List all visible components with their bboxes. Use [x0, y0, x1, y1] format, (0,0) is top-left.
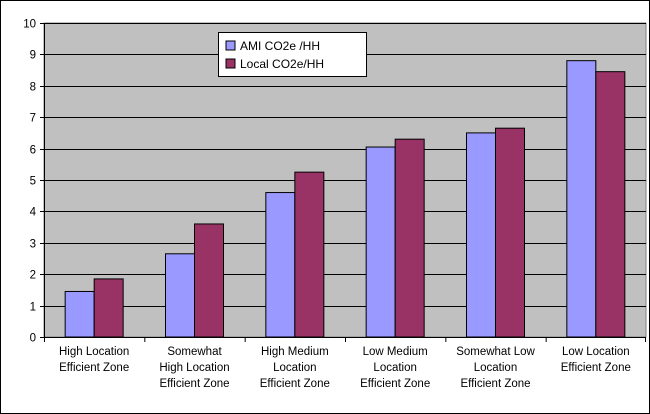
bar-ami [64, 290, 95, 338]
bar-local [595, 71, 626, 338]
bar-local [194, 223, 224, 338]
x-category-label: Low Medium Location Efficient Zone [360, 346, 430, 390]
bar-local [394, 138, 425, 338]
y-tick-label: 7 [30, 113, 36, 125]
bar-ami [466, 132, 496, 338]
legend-box [218, 32, 367, 77]
legend-swatch [225, 40, 236, 51]
legend: AMI CO2e /HH Local CO2e/HH [218, 32, 367, 77]
y-tick-label: 5 [30, 176, 36, 188]
bar-ami [165, 253, 195, 338]
bar-local [294, 171, 325, 338]
y-tick-label: 1 [30, 302, 36, 314]
x-category-label: Low Location Efficient Zone [561, 346, 631, 374]
x-category-label: Somewhat High Location Efficient Zone [159, 346, 229, 390]
bar-local [495, 127, 525, 338]
gridlines [44, 23, 646, 307]
legend-swatch [225, 58, 236, 69]
legend-label: Local CO2e/HH [240, 57, 324, 71]
y-tick-label: 8 [30, 82, 36, 94]
y-tick-label: 4 [30, 207, 37, 219]
legend-label: AMI CO2e /HH [240, 39, 320, 53]
x-category-label: High Location Efficient Zone [59, 346, 129, 374]
y-tick-label: 6 [30, 145, 36, 157]
y-tick-label: 3 [30, 239, 36, 251]
x-category-label: High Medium Location Efficient Zone [260, 346, 330, 390]
y-tick-labels: 0 1 2 3 4 5 6 7 8 9 10 [23, 19, 44, 345]
x-category-labels: High Location Efficient Zone Somewhat High … [44, 337, 646, 390]
y-tick-label: 9 [30, 50, 36, 62]
bar-ami [566, 60, 597, 338]
y-tick-label: 10 [23, 19, 36, 31]
y-tick-label: 2 [30, 270, 36, 282]
x-category-label: Somewhat Low Location Efficient Zone [456, 346, 535, 390]
bar-ami [365, 146, 396, 338]
bar-ami [265, 192, 296, 338]
bar-local [93, 278, 124, 338]
y-tick-label: 0 [30, 333, 36, 345]
